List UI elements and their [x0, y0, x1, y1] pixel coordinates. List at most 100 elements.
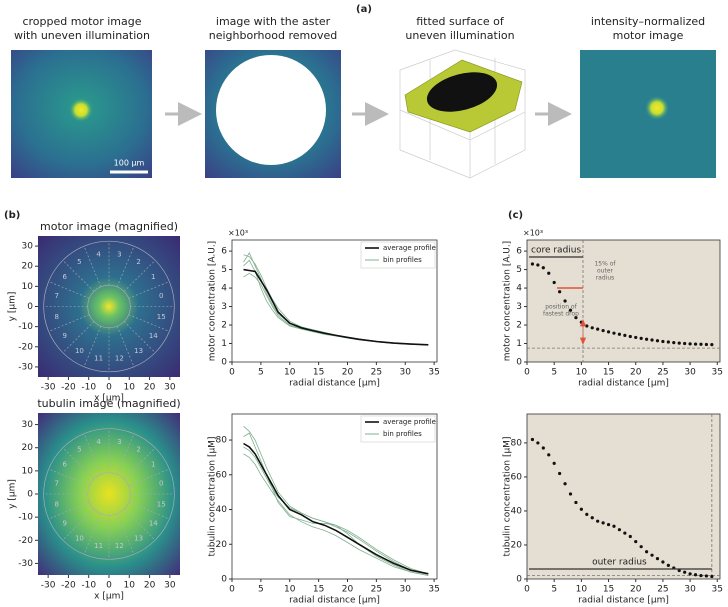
data-point — [579, 507, 583, 511]
data-point — [699, 573, 703, 578]
x-tick-label: 0 — [524, 368, 530, 378]
x-tick-label: 15 — [313, 585, 324, 595]
legend-box — [360, 241, 436, 269]
data-point — [590, 326, 594, 330]
y-multiplier: ×10³ — [523, 229, 543, 238]
y-tick-label: 0 — [27, 490, 33, 500]
data-point — [683, 570, 687, 574]
x-tick-label: 20 — [144, 383, 156, 393]
y-tick-label: 40 — [216, 505, 228, 515]
data-point — [568, 492, 573, 496]
sector-label: 12 — [115, 355, 124, 363]
y-tick-label: 30 — [22, 242, 34, 252]
x-tick-label: 20 — [630, 585, 642, 595]
x-tick-label: 10 — [576, 368, 588, 378]
y-tick-label: -30 — [18, 362, 33, 372]
y-axis-label: tubulin concentration [μM] — [503, 437, 513, 557]
x-tick-label: 20 — [342, 368, 354, 378]
sector-line — [62, 508, 95, 541]
x-tick-label: -10 — [81, 581, 96, 591]
data-point — [666, 340, 670, 344]
y-tick-label: -20 — [18, 342, 33, 352]
y-tick-label: 0 — [27, 302, 33, 312]
sector-line — [123, 508, 156, 541]
plot-background — [527, 240, 720, 362]
y-tick-label: 5 — [221, 265, 227, 275]
x-tick-label: 5 — [551, 585, 557, 595]
annotation: radius — [596, 275, 615, 282]
sector-label: 9 — [62, 520, 66, 528]
legend-box — [360, 415, 436, 443]
y-tick-label: 10 — [22, 282, 34, 292]
panel-label: (c) — [508, 210, 523, 221]
drop-arrow — [579, 318, 587, 346]
sector-label: 11 — [94, 355, 103, 363]
y-tick-label: 80 — [511, 438, 523, 448]
sector-label: 14 — [149, 520, 158, 528]
image-title: neighborhood removed — [209, 29, 337, 42]
x-tick-label: 15 — [603, 368, 614, 378]
annotation: fastest drop — [543, 311, 579, 318]
x-tick-label: 0 — [524, 585, 530, 595]
x-tick-label: 10 — [576, 585, 588, 595]
x-tick-label: 30 — [684, 585, 696, 595]
data-point — [634, 539, 638, 544]
data-point — [612, 331, 616, 335]
y-axis-label: y [μm] — [8, 292, 18, 322]
sector-label: 1 — [151, 460, 155, 468]
profile-line — [243, 453, 429, 576]
sector-line — [128, 314, 170, 332]
sector-line — [123, 321, 156, 353]
data-point — [650, 553, 654, 557]
data-point — [677, 568, 681, 573]
surface-plot — [399, 49, 526, 179]
x-tick-label: 10 — [124, 581, 136, 591]
data-point — [568, 308, 573, 312]
data-point — [601, 328, 605, 333]
data-point — [661, 560, 665, 564]
sector-label: 7 — [55, 480, 59, 488]
data-point — [541, 266, 545, 270]
panel-label: (b) — [4, 210, 20, 221]
data-point — [617, 332, 622, 336]
data-point — [666, 563, 670, 567]
y-tick-label: 0 — [516, 358, 522, 368]
sector-label: 15 — [157, 500, 166, 508]
sector-label: 1 — [151, 273, 155, 281]
x-tick-label: 0 — [229, 368, 235, 378]
sector-label: 0 — [159, 480, 163, 488]
image-title: motor image — [613, 29, 684, 42]
y-tick-label: 40 — [511, 506, 523, 516]
y-tick-label: 6 — [221, 247, 227, 257]
aster-spot — [645, 96, 669, 120]
data-point — [606, 522, 611, 527]
sector-label: 10 — [75, 347, 84, 355]
panel-label: (a) — [356, 4, 372, 15]
y-axis-label: motor concentration [A.U.] — [503, 241, 513, 361]
data-point — [623, 531, 627, 535]
y-tick-label: 2 — [221, 321, 227, 331]
sector-label: 2 — [136, 446, 140, 454]
sector-line — [83, 513, 102, 555]
annotation: core radius — [531, 246, 581, 256]
y-tick-label: 6 — [516, 247, 522, 257]
x-tick-label: 10 — [284, 368, 296, 378]
x-tick-label: 0 — [229, 585, 235, 595]
sector-line — [48, 501, 90, 520]
data-point — [558, 290, 562, 294]
sector-label: 6 — [62, 273, 67, 281]
sector-label: 2 — [136, 258, 140, 266]
sector-label: 3 — [117, 438, 121, 446]
x-tick-label: 10 — [124, 383, 136, 393]
y-tick-label: 4 — [516, 284, 522, 294]
aster-spot — [69, 98, 93, 122]
x-axis-label: radial distance [μm] — [289, 596, 380, 606]
image-title: intensity–normalized — [591, 15, 705, 28]
x-tick-label: -30 — [41, 383, 56, 393]
data-point — [547, 453, 551, 457]
x-axis-label: x [μm] — [94, 592, 124, 602]
sector-line — [123, 260, 156, 292]
profile-line — [243, 268, 429, 346]
x-tick-label: 0 — [106, 383, 112, 393]
